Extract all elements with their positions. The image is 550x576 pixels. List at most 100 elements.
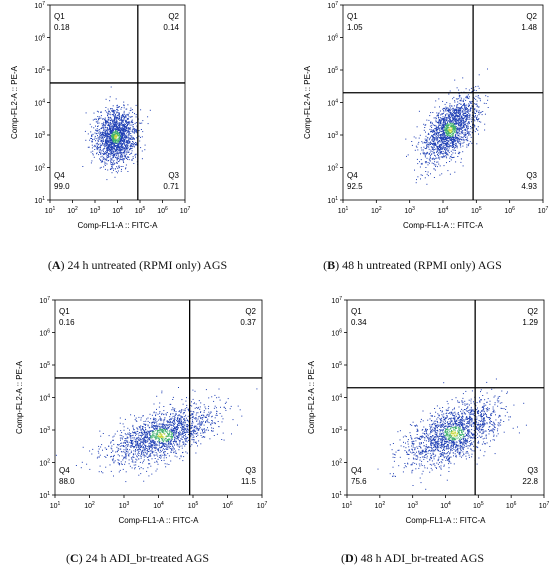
event-dot <box>142 136 143 137</box>
event-dot <box>448 140 449 141</box>
event-dot <box>111 166 112 167</box>
event-dot <box>434 107 435 108</box>
event-dot <box>438 113 439 114</box>
event-dot <box>145 421 146 422</box>
event-dot <box>456 137 457 138</box>
event-dot <box>148 418 149 419</box>
event-dot <box>440 146 441 147</box>
event-dot <box>175 419 176 420</box>
event-dot <box>128 121 129 122</box>
event-dot <box>437 139 438 140</box>
event-dot <box>116 166 117 167</box>
event-dot <box>138 455 139 456</box>
event-dot <box>177 419 178 420</box>
event-dot <box>148 463 149 464</box>
event-dot <box>155 450 156 451</box>
event-dot <box>101 471 102 472</box>
event-dot <box>442 153 443 154</box>
quadrant-value-q4: 99.0 <box>54 182 70 191</box>
event-dot <box>111 162 112 163</box>
y-tick-label: 107 <box>34 1 45 10</box>
event-dot <box>98 457 99 458</box>
event-dot <box>162 413 163 414</box>
event-dot <box>131 457 132 458</box>
event-dot <box>119 444 120 445</box>
event-dot <box>133 163 134 164</box>
event-dot <box>441 118 442 119</box>
event-dot <box>169 436 170 437</box>
event-dot <box>193 431 194 432</box>
event-dot <box>111 150 112 151</box>
event-dot <box>101 135 102 136</box>
y-tick-label: 107 <box>327 1 338 10</box>
event-dot <box>135 432 136 433</box>
event-dot <box>129 116 130 117</box>
event-dot <box>196 404 197 405</box>
event-dot <box>432 131 433 132</box>
event-dot <box>432 143 433 144</box>
event-dot <box>119 147 120 148</box>
event-dot <box>132 460 133 461</box>
event-dot <box>132 160 133 161</box>
event-dot <box>191 433 192 434</box>
event-dot <box>182 433 183 434</box>
event-dot <box>103 124 104 125</box>
event-dot <box>152 444 153 445</box>
event-dot <box>440 135 441 136</box>
event-dot <box>109 122 110 123</box>
event-dot <box>443 147 444 148</box>
event-dot <box>464 122 465 123</box>
event-dot <box>141 451 142 452</box>
event-dot <box>182 452 183 453</box>
event-dot <box>175 429 176 430</box>
event-dot <box>99 116 100 117</box>
event-dot <box>115 120 116 121</box>
event-dot <box>455 147 456 148</box>
event-dot <box>426 184 427 185</box>
event-dot <box>449 118 450 119</box>
event-dot <box>116 126 117 127</box>
event-dot <box>116 129 117 130</box>
event-dot <box>125 457 126 458</box>
event-dot <box>132 159 133 160</box>
event-dot <box>142 435 143 436</box>
event-dot <box>450 114 451 115</box>
event-dot <box>141 123 142 124</box>
event-dot <box>112 165 113 166</box>
event-dot <box>113 152 114 153</box>
event-dot <box>191 406 192 407</box>
event-dot <box>115 122 116 123</box>
event-dot <box>113 157 114 158</box>
x-tick-label: 105 <box>135 206 146 215</box>
event-dot <box>115 153 116 154</box>
event-dot <box>168 444 169 445</box>
event-dot <box>119 471 120 472</box>
event-dot <box>132 426 133 427</box>
event-dot <box>112 137 113 138</box>
event-dot <box>436 127 437 128</box>
event-dot <box>116 171 117 172</box>
event-dot <box>426 136 427 137</box>
event-dot <box>452 131 453 132</box>
event-dot <box>122 122 123 123</box>
event-dot <box>454 131 455 132</box>
event-dot <box>135 451 136 452</box>
event-dot <box>453 128 454 129</box>
event-dot <box>141 458 142 459</box>
event-dot <box>105 163 106 164</box>
event-dot <box>453 146 454 147</box>
event-dot <box>110 138 111 139</box>
event-dot <box>125 168 126 169</box>
event-dot <box>129 142 130 143</box>
event-dot <box>125 150 126 151</box>
event-dot <box>166 457 167 458</box>
event-dot <box>440 149 441 150</box>
event-dot <box>428 162 429 163</box>
event-dot <box>482 114 483 115</box>
event-dot <box>205 430 206 431</box>
event-dot <box>113 105 114 106</box>
event-dot <box>455 134 456 135</box>
event-dot <box>464 110 465 111</box>
event-dot <box>204 410 205 411</box>
event-dot <box>181 425 182 426</box>
